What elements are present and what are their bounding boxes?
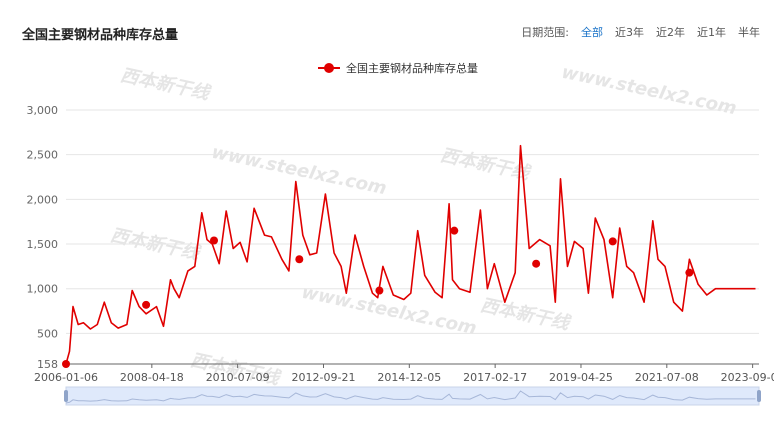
x-tick-label: 2021-07-08 [635,371,699,384]
legend-marker-icon [318,63,340,73]
series-marker [532,259,541,268]
x-tick-label: 2006-01-06 [34,371,98,384]
y-tick-label: 158 [37,358,58,371]
range-1y-button[interactable]: 近1年 [697,26,726,39]
date-range-label: 日期范围: [521,26,569,39]
series-marker [608,237,617,246]
zoom-slider-preview [65,390,756,404]
range-3y-button[interactable]: 近3年 [615,26,644,39]
y-tick-label: 2,500 [27,149,59,162]
range-2y-button[interactable]: 近2年 [656,26,685,39]
y-tick-label: 3,000 [27,104,59,117]
range-half-year-button[interactable]: 半年 [738,26,760,39]
series-marker [685,268,694,277]
y-tick-label: 500 [37,327,58,340]
legend[interactable]: 全国主要钢材品种库存总量 [318,60,478,76]
series-marker [142,300,151,309]
x-tick-label: 2014-12-05 [377,371,441,384]
x-tick-label: 2008-04-18 [120,371,184,384]
zoom-handle-right[interactable] [757,390,761,402]
range-all-button[interactable]: 全部 [581,26,603,39]
series-line [65,144,756,365]
series-marker [450,226,459,235]
x-tick-label: 2017-02-17 [463,371,527,384]
x-tick-label: 2012-09-21 [292,371,356,384]
y-tick-label: 1,500 [27,238,59,251]
x-tick-label: 2023-09-07 [721,371,774,384]
series-marker [62,360,70,368]
zoom-handle-left[interactable] [64,390,68,402]
series-marker [210,236,219,245]
series-marker [375,286,384,295]
y-tick-label: 2,000 [27,193,59,206]
chart-title: 全国主要钢材品种库存总量 [22,28,179,43]
legend-label: 全国主要钢材品种库存总量 [346,62,478,75]
x-tick-label: 2019-04-25 [549,371,613,384]
series-marker [295,255,304,264]
date-range-selector: 日期范围: 全部 近3年 近2年 近1年 半年 [521,24,760,40]
y-tick-label: 1,000 [27,283,59,296]
x-tick-label: 2010-07-09 [206,371,270,384]
